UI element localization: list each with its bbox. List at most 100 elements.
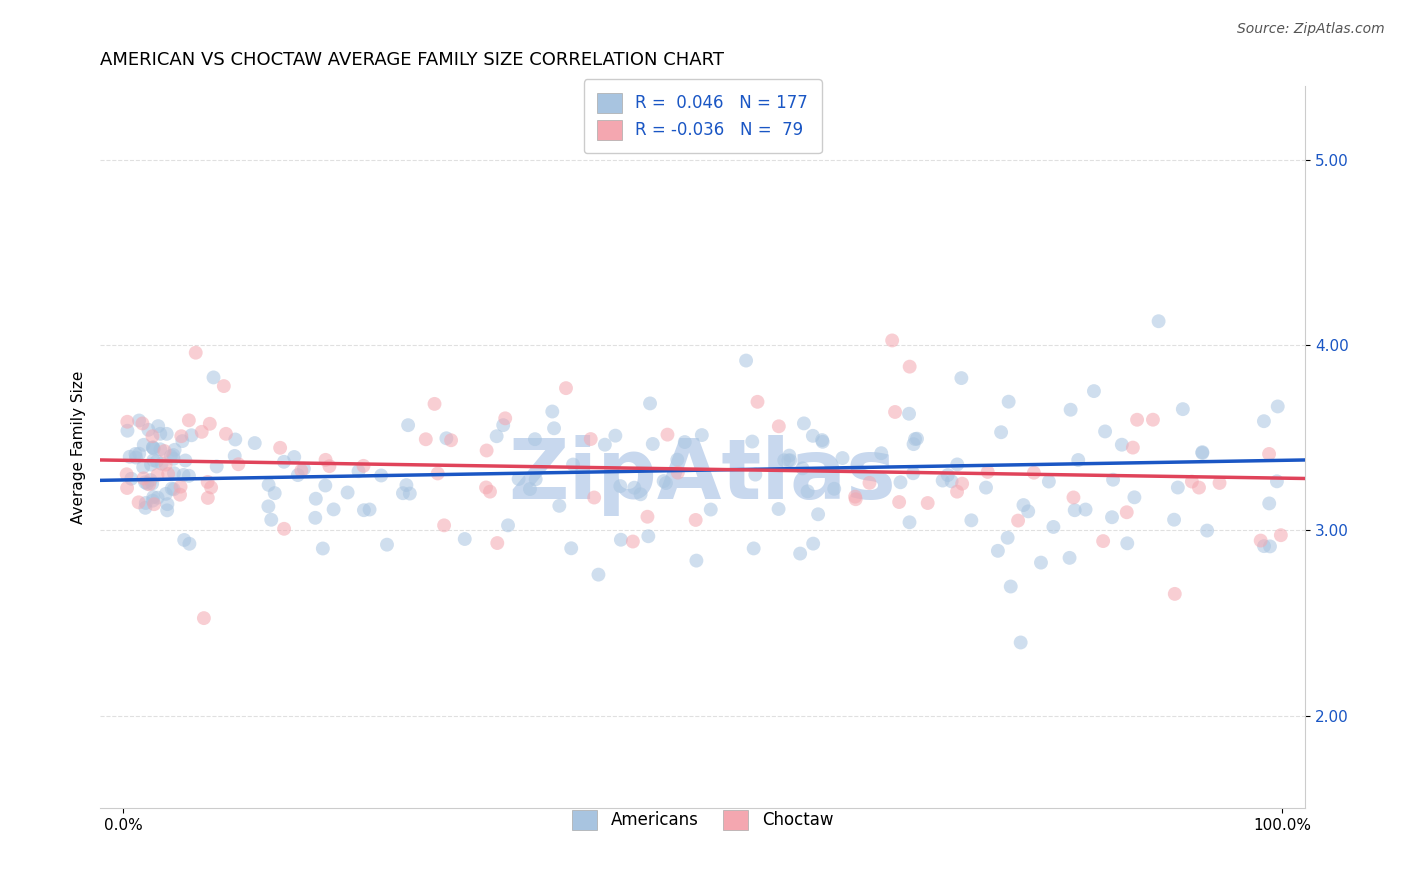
Point	[173, 467, 195, 482]
Point	[153, 444, 176, 458]
Point	[283, 450, 305, 464]
Point	[169, 488, 191, 502]
Point	[155, 458, 177, 472]
Point	[579, 432, 602, 446]
Point	[115, 467, 138, 482]
Point	[901, 467, 924, 481]
Point	[263, 486, 285, 500]
Point	[811, 433, 834, 447]
Point	[623, 481, 645, 495]
Point	[1010, 635, 1032, 649]
Legend: Americans, Choctaw: Americans, Choctaw	[558, 797, 846, 844]
Point	[641, 437, 664, 451]
Point	[135, 496, 157, 510]
Point	[290, 464, 312, 478]
Point	[987, 544, 1010, 558]
Point	[1142, 413, 1164, 427]
Point	[485, 429, 508, 443]
Point	[163, 483, 186, 497]
Point	[426, 467, 449, 481]
Point	[870, 446, 893, 460]
Point	[779, 453, 801, 467]
Point	[801, 536, 824, 550]
Point	[1270, 528, 1292, 542]
Point	[375, 538, 398, 552]
Point	[197, 491, 219, 505]
Point	[146, 467, 169, 482]
Point	[700, 502, 723, 516]
Point	[621, 534, 644, 549]
Point	[519, 482, 541, 496]
Point	[1094, 425, 1116, 439]
Point	[142, 441, 165, 455]
Point	[359, 502, 381, 516]
Point	[811, 434, 834, 449]
Point	[543, 421, 565, 435]
Point	[548, 499, 571, 513]
Point	[1188, 481, 1211, 495]
Point	[257, 478, 280, 492]
Point	[162, 448, 184, 462]
Point	[742, 541, 765, 556]
Point	[128, 413, 150, 427]
Point	[917, 496, 939, 510]
Point	[997, 394, 1019, 409]
Point	[508, 472, 530, 486]
Point	[1126, 413, 1149, 427]
Point	[1250, 533, 1272, 548]
Point	[273, 522, 295, 536]
Point	[228, 457, 250, 471]
Point	[882, 334, 904, 348]
Point	[131, 417, 153, 431]
Point	[314, 478, 336, 492]
Point	[560, 541, 582, 556]
Point	[636, 509, 658, 524]
Point	[149, 442, 172, 457]
Point	[1164, 587, 1187, 601]
Point	[156, 497, 179, 511]
Point	[396, 418, 419, 433]
Point	[138, 477, 160, 491]
Point	[434, 431, 457, 445]
Point	[1258, 447, 1281, 461]
Point	[454, 532, 477, 546]
Point	[336, 485, 359, 500]
Point	[257, 500, 280, 514]
Point	[134, 500, 156, 515]
Point	[118, 450, 141, 464]
Point	[132, 438, 155, 452]
Point	[132, 471, 155, 485]
Point	[212, 379, 235, 393]
Point	[898, 516, 921, 530]
Point	[292, 462, 315, 476]
Point	[741, 434, 763, 449]
Point	[157, 467, 180, 481]
Point	[1092, 534, 1115, 549]
Point	[768, 419, 790, 434]
Point	[630, 487, 652, 501]
Point	[398, 486, 420, 500]
Point	[831, 450, 853, 465]
Point	[652, 474, 675, 488]
Point	[858, 475, 880, 490]
Point	[1115, 505, 1137, 519]
Point	[747, 394, 769, 409]
Point	[143, 497, 166, 511]
Point	[903, 437, 925, 451]
Point	[115, 481, 138, 495]
Point	[494, 411, 516, 425]
Point	[486, 536, 509, 550]
Point	[898, 359, 921, 374]
Point	[1074, 502, 1097, 516]
Point	[1265, 475, 1288, 489]
Point	[588, 567, 610, 582]
Point	[690, 428, 713, 442]
Point	[141, 476, 163, 491]
Point	[128, 447, 150, 461]
Point	[184, 345, 207, 359]
Point	[593, 438, 616, 452]
Point	[946, 484, 969, 499]
Y-axis label: Average Family Size: Average Family Size	[72, 370, 86, 524]
Point	[524, 472, 547, 486]
Point	[415, 432, 437, 446]
